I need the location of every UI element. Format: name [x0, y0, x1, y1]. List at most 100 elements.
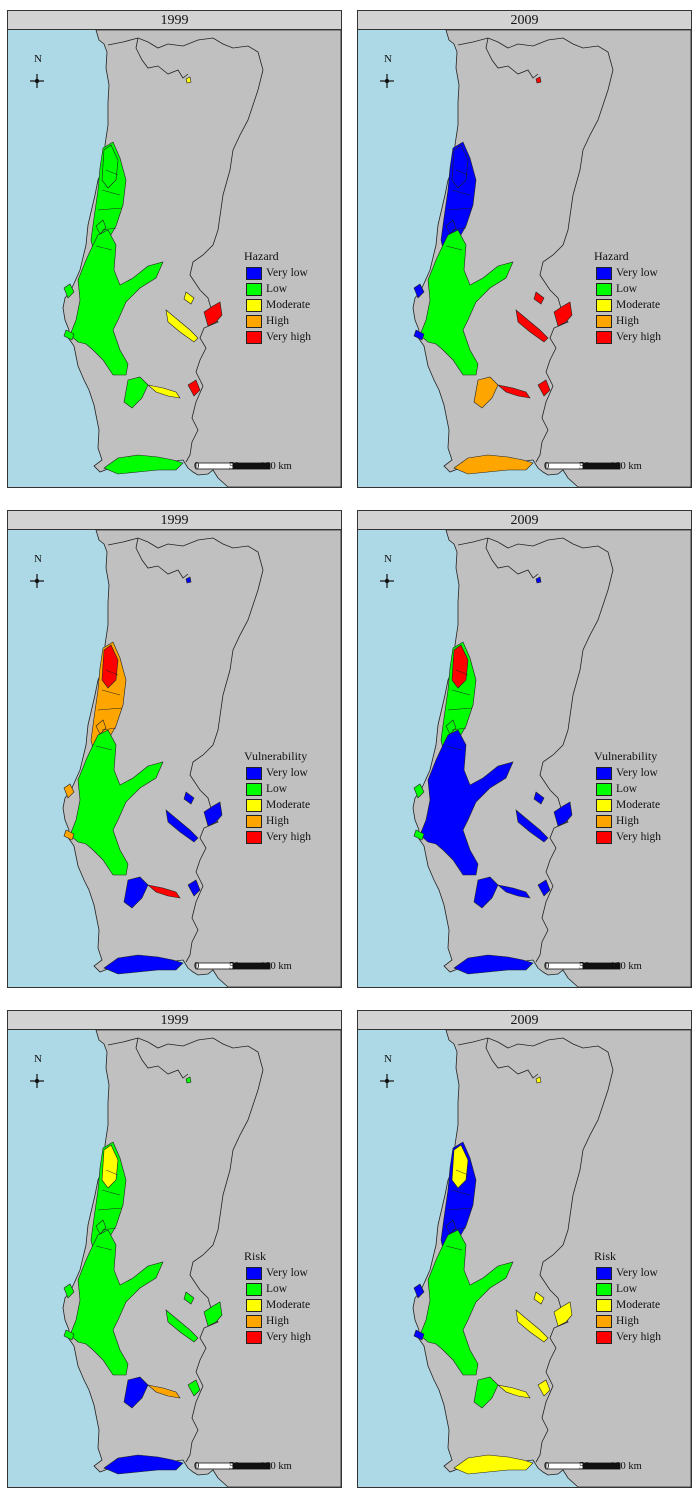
map-svg — [8, 30, 341, 487]
northern-fragment — [185, 576, 192, 584]
legend-swatch — [596, 1283, 612, 1296]
coastal-fragment-1 — [63, 1329, 75, 1341]
northern-border — [135, 37, 189, 79]
scale-bar — [195, 962, 271, 970]
northern-border — [485, 1037, 539, 1079]
coastal-fragment-0 — [63, 283, 75, 299]
legend-label: Moderate — [266, 299, 311, 311]
scale-bar — [545, 962, 621, 970]
central-zone — [69, 729, 164, 876]
panel-year-title: 2009 — [358, 11, 691, 30]
scale-label: 50 — [579, 1461, 590, 1472]
zone-boundary-0 — [105, 1169, 119, 1176]
scale-bar — [195, 462, 271, 470]
legend-label: Very high — [266, 331, 312, 343]
zone-boundary-1 — [451, 189, 471, 196]
country-border — [107, 537, 264, 963]
legend-label: High — [616, 1315, 639, 1327]
eastern-small-zone — [537, 1379, 551, 1397]
legend-label: Very high — [266, 1331, 312, 1343]
map-area: N 0 50 100 km Hazard Very low Low Moderate High V… — [8, 30, 341, 487]
north-arrow-icon — [30, 74, 44, 88]
zone-boundary-3 — [451, 1227, 467, 1231]
northern-fragment — [185, 1076, 192, 1084]
zone-boundary-2 — [447, 707, 473, 711]
map-svg — [8, 1030, 341, 1487]
scale-label: 50 — [579, 961, 590, 972]
map-svg — [8, 530, 341, 987]
legend-swatch — [246, 1331, 262, 1344]
legend-swatch — [246, 331, 262, 344]
legend-swatch — [246, 831, 262, 844]
ridge-zone-1 — [533, 791, 545, 805]
country-border — [107, 37, 264, 463]
legend-label: High — [266, 315, 289, 327]
zone-boundary-1 — [101, 1189, 121, 1196]
coastal-fragment-2 — [445, 219, 457, 235]
legend-swatch — [596, 831, 612, 844]
legend-swatch — [596, 299, 612, 312]
north-label: N — [34, 1053, 42, 1065]
legend-title: Vulnerability — [594, 749, 658, 763]
north-arrow-icon — [30, 1074, 44, 1088]
land — [62, 30, 341, 487]
legend-swatch — [246, 315, 262, 328]
central-zone — [69, 229, 164, 376]
zone-boundary-0 — [105, 169, 119, 176]
northern-fragment — [535, 576, 542, 584]
scale-label: 100 km — [260, 961, 292, 972]
scale-label: 100 km — [610, 961, 642, 972]
coastal-fragment-1 — [63, 829, 75, 841]
legend-swatch — [246, 267, 262, 280]
map-panel-vulnerability-1999: 1999 N 0 50 100 km Vulnerability Very low Low Mo… — [7, 510, 342, 988]
zone-boundary-3 — [101, 727, 117, 731]
lobe-zone — [123, 876, 149, 909]
legend-label: Low — [266, 283, 288, 295]
country-border — [457, 537, 614, 963]
legend-swatch — [246, 799, 262, 812]
eastern-small-zone — [187, 879, 201, 897]
scale-label: 0 — [544, 461, 550, 472]
northern-fragment — [535, 76, 542, 84]
legend-label: Low — [616, 283, 638, 295]
legend-swatch — [596, 1299, 612, 1312]
legend-swatch — [246, 1299, 262, 1312]
map-area: N 0 50 100 km Vulnerability Very low Low Modera… — [8, 530, 341, 987]
land — [412, 530, 691, 987]
zone-boundary-4 — [95, 745, 113, 751]
north-label: N — [34, 553, 42, 565]
legend-label: Very low — [616, 767, 658, 779]
scale-label: 50 — [579, 461, 590, 472]
coastal-fragment-1 — [413, 329, 425, 341]
legend-label: Low — [266, 783, 288, 795]
legend-title: Hazard — [594, 249, 629, 263]
lower-zone — [146, 884, 181, 899]
legend-title: Vulnerability — [244, 749, 308, 763]
legend-label: High — [266, 815, 289, 827]
legend-label: Moderate — [616, 299, 661, 311]
ridge-zone-0 — [515, 309, 549, 343]
ridge-zone-0 — [515, 809, 549, 843]
map-panel-hazard-2009: 2009 N 0 50 100 km Hazard Very low Low Moderate H… — [357, 10, 692, 488]
eastern-zone — [203, 801, 223, 827]
zone-boundary-3 — [101, 1227, 117, 1231]
scale-label: 0 — [544, 1461, 550, 1472]
map-svg — [358, 1030, 691, 1487]
zone-boundary-3 — [101, 227, 117, 231]
land — [412, 30, 691, 487]
legend-label: Low — [266, 1283, 288, 1295]
legend-swatch — [596, 283, 612, 296]
northern-border — [485, 537, 539, 579]
legend-swatch — [596, 815, 612, 828]
coastal-fragment-1 — [413, 1329, 425, 1341]
legend-swatch — [246, 783, 262, 796]
map-area: N 0 50 100 km Vulnerability Very low Low Modera… — [358, 530, 691, 987]
zone-boundary-1 — [101, 689, 121, 696]
legend-label: High — [266, 1315, 289, 1327]
zone-boundary-2 — [447, 207, 473, 211]
land — [412, 1030, 691, 1487]
coastal-fragment-0 — [63, 1283, 75, 1299]
map-svg — [358, 30, 691, 487]
ridge-zone-0 — [165, 309, 199, 343]
scale-label: 0 — [194, 461, 200, 472]
